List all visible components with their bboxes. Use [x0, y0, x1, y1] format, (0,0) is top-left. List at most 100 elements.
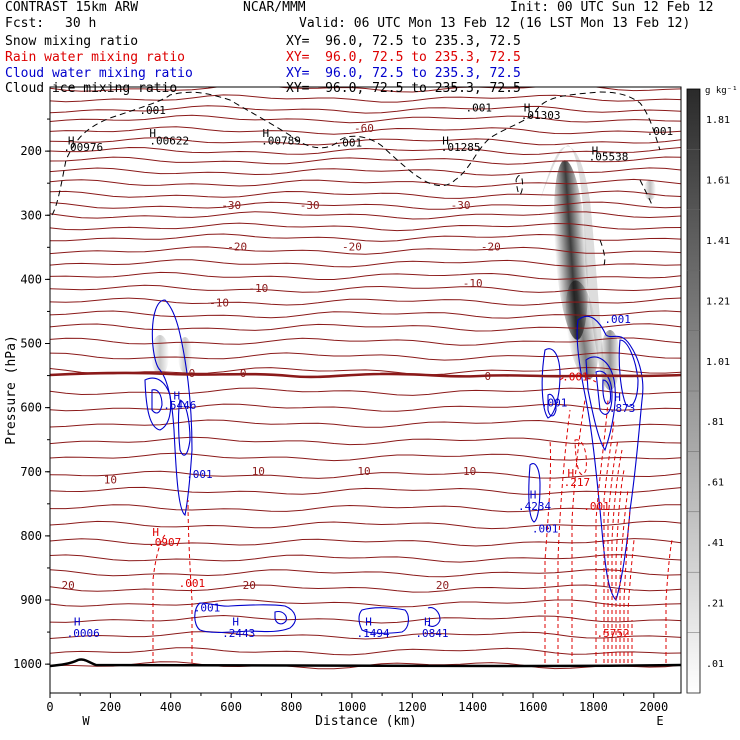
rain-label: .0907: [148, 536, 181, 549]
isotherm-line: [50, 126, 681, 135]
colorbar-label: .41: [706, 538, 724, 549]
colorbar-label: 1.21: [706, 296, 730, 307]
y-tick-label: 1000: [13, 657, 42, 671]
x-tick-label: 0: [46, 700, 53, 714]
y-tick-label: 300: [20, 208, 42, 222]
colorbar-label: .21: [706, 598, 724, 609]
cloud-water-label: .001: [541, 396, 568, 409]
isotherm-line: [50, 647, 681, 656]
isotherm-line: [50, 146, 681, 156]
cloud-water-label: .001: [532, 523, 559, 536]
header-model: CONTRAST 15km ARW: [5, 0, 139, 15]
isotherm-line: [50, 337, 681, 346]
y-tick-label: 400: [20, 272, 42, 286]
isotherm-line: [50, 201, 681, 210]
cloud-water-label: .5446: [163, 399, 196, 412]
field-name-snow: Snow mixing ratio: [5, 34, 139, 49]
ice-label: H: [524, 101, 531, 114]
field-xy-cloud-water: XY= 96.0, 72.5 to 235.3, 72.5: [286, 66, 521, 81]
isotherm-line: [50, 94, 681, 103]
isotherm-line: [50, 310, 681, 319]
rain-water-contours: [152, 375, 673, 663]
cloud-water-label: H: [173, 389, 180, 402]
ice-label: .00976: [63, 141, 103, 154]
cloud-water-label: H: [530, 489, 537, 502]
cloud-water-label: .0006: [67, 627, 100, 640]
isotherm-line: [50, 259, 681, 268]
isotherm-label: -10: [463, 277, 483, 290]
y-axis: 200 300 400 500 600 700 800 900 1000: [13, 118, 50, 671]
isotherm-label: 20: [243, 579, 256, 592]
isotherm-line: [50, 190, 681, 199]
colorbar-label: .61: [706, 478, 724, 489]
cloud-water-label: .001: [604, 313, 631, 326]
isotherm-label: 0: [189, 367, 196, 380]
isotherm-line: [50, 403, 681, 412]
x-tick-label: 1000: [337, 700, 366, 714]
header-fcst-label: Fcst:: [5, 16, 45, 31]
ice-label: .00622: [149, 135, 189, 148]
x-tick-label: 1800: [579, 700, 608, 714]
rain-label: H: [567, 467, 574, 480]
cloud-water-label: .1494: [356, 627, 389, 640]
isotherm-line: [50, 105, 681, 114]
isotherm-label: 10: [463, 465, 476, 478]
isotherm-line: [50, 599, 681, 608]
colorbar-label: .81: [706, 417, 724, 428]
ice-label: .001: [647, 125, 674, 138]
isotherm-line: [50, 114, 681, 124]
cloud-water-label: .873: [609, 402, 636, 415]
cloud-water-label: .4234: [518, 500, 551, 513]
x-axis-label: Distance (km): [315, 714, 417, 729]
isotherm-label: -20: [342, 241, 362, 254]
x-tick-label: 1600: [519, 700, 548, 714]
ice-label: .001: [139, 104, 166, 117]
cloud-water-label: H: [365, 616, 372, 629]
cloud-ice-contour: [51, 91, 661, 266]
field-xy-cloud-ice: XY= 96.0, 72.5 to 235.3, 72.5: [286, 81, 521, 96]
isotherm-line: [50, 137, 681, 146]
field-name-rain: Rain water mixing ratio: [5, 50, 186, 65]
x-tick-label: 800: [281, 700, 303, 714]
rain-label: .217: [564, 476, 591, 489]
isotherm-line: [50, 486, 681, 495]
cloud-water-label: .001: [194, 602, 221, 615]
colorbar-label: 1.41: [706, 236, 730, 247]
isotherm-line: [50, 387, 681, 396]
isotherm-line: [50, 323, 681, 332]
isotherm-label: 10: [357, 465, 370, 478]
colorbar-unit: g kg⁻¹: [705, 86, 738, 96]
rain-label: .001: [179, 577, 206, 590]
isotherm-line: [50, 584, 681, 593]
colorbar: .01 .21 .41 .61 .81 1.01 1.21 1.41 1.61 1.81 g kg…: [686, 86, 738, 694]
isotherm-line: [50, 156, 681, 165]
x-axis: 0 200 400 600 800 1000 1200 1400 1600 1800 2000: [46, 693, 668, 714]
isotherm-label: 0: [484, 370, 491, 383]
isotherm-line: [50, 419, 681, 428]
isotherm-label: 20: [436, 579, 449, 592]
colorbar-label: .01: [706, 659, 724, 670]
rain-label: H: [152, 526, 159, 539]
isotherm-line: [50, 211, 681, 220]
colorbar-label: 1.61: [706, 176, 730, 187]
header-valid: Valid: 06 UTC Mon 13 Feb 12 (16 LST Mon …: [299, 16, 691, 31]
isotherm-line: [50, 504, 681, 513]
zero-isotherm: [50, 371, 681, 379]
ice-label: .00789: [261, 135, 301, 148]
rain-label: .001: [583, 500, 610, 513]
y-tick-label: 800: [20, 529, 42, 543]
isotherm-line: [50, 297, 681, 306]
isotherm-label: -30: [300, 199, 320, 212]
isotherm-line: [50, 470, 681, 479]
x-tick-label: 600: [220, 700, 242, 714]
isotherm-line: [50, 246, 681, 255]
cloud-water-label: H: [74, 616, 81, 629]
x-tick-label: 200: [100, 700, 122, 714]
ice-label: H: [149, 127, 156, 140]
ice-label: .01285: [441, 141, 481, 154]
x-tick-label: 1400: [458, 700, 487, 714]
isotherm-label: 10: [104, 473, 117, 486]
y-tick-label: 600: [20, 401, 42, 415]
west-end-label: W: [82, 714, 90, 728]
